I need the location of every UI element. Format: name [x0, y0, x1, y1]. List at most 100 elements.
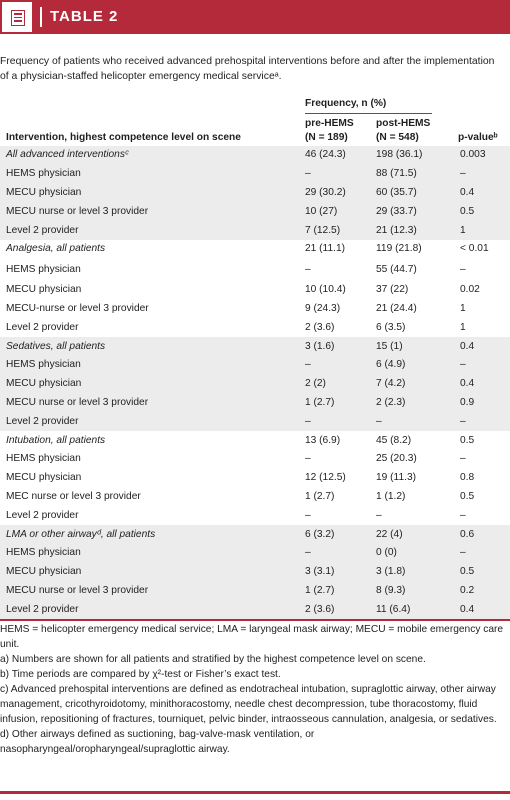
pre-hems-n: (N = 189) — [305, 132, 348, 143]
row-label: Analgesia, all patients — [6, 243, 106, 255]
row-label: MEC nurse or level 3 provider — [6, 490, 141, 502]
row-label: Intubation, all patients — [6, 434, 106, 446]
p-value: – — [460, 415, 466, 427]
pre-hems-value: – — [305, 168, 311, 180]
pre-hems-value: – — [305, 263, 311, 275]
table-row: MEC nurse or level 3 provider 1 (2.7) 1 (1… — [0, 488, 510, 507]
row-label: All advanced interventionsᶜ — [6, 149, 129, 161]
table-row: MECU physician 2 (2) 7 (4.2) 0.4 — [0, 374, 510, 394]
post-hems-value: 6 (4.9) — [376, 359, 406, 371]
header-divider — [40, 7, 42, 27]
row-label: MECU physician — [6, 472, 82, 484]
p-value: 0.8 — [460, 472, 475, 484]
post-hems-value: 22 (4) — [376, 528, 403, 540]
pre-hems-value: 2 (3.6) — [305, 321, 335, 333]
table-row: Sedatives, all patients 3 (1.6) 15 (1) 0.4 — [0, 337, 510, 356]
row-label: LMA or other airwayᵈ, all patients — [6, 528, 156, 540]
post-hems-value: 21 (24.4) — [376, 302, 417, 314]
pre-hems-value: – — [305, 359, 311, 371]
post-hems-value: 8 (9.3) — [376, 584, 406, 596]
pre-hems-value: – — [305, 547, 311, 559]
frequency-group-header: Frequency, n (%) — [305, 98, 387, 109]
row-label: Sedatives, all patients — [6, 340, 106, 352]
post-hems-value: 37 (22) — [376, 284, 409, 296]
pre-hems-value: 46 (24.3) — [305, 149, 346, 161]
p-value: 0.2 — [460, 584, 475, 596]
post-hems-value: 7 (4.2) — [376, 378, 406, 390]
p-value: – — [460, 263, 466, 275]
row-label: MECU physician — [6, 566, 82, 578]
pre-hems-value: – — [305, 415, 311, 427]
p-value: – — [460, 453, 466, 465]
pre-hems-value: 21 (11.1) — [305, 243, 346, 255]
post-hems-value: 0 (0) — [376, 547, 397, 559]
column-header-intervention: Intervention, highest competence level o… — [6, 132, 241, 143]
post-hems-value: 21 (12.3) — [376, 224, 417, 236]
p-value: – — [460, 547, 466, 559]
table-caption: Frequency of patients who received advan… — [0, 56, 495, 82]
pre-hems-value: 29 (30.2) — [305, 186, 346, 198]
p-value: 1 — [460, 321, 466, 333]
pre-hems-value: 1 (2.7) — [305, 584, 335, 596]
row-label: MECU nurse or level 3 provider — [6, 584, 149, 596]
p-value: 0.4 — [460, 378, 475, 390]
post-hems-value: 60 (35.7) — [376, 186, 417, 198]
footnote: d) Other airways defined as suctioning, … — [0, 729, 315, 755]
page-bottom-rule — [0, 791, 510, 794]
row-label: MECU physician — [6, 186, 82, 198]
pre-hems-value: – — [305, 453, 311, 465]
table-row: HEMS physician – 25 (20.3) – — [0, 450, 510, 469]
row-label: MECU nurse or level 3 provider — [6, 396, 149, 408]
pre-hems-label: pre-HEMS — [305, 118, 354, 129]
post-hems-value: 3 (1.8) — [376, 566, 406, 578]
table-row: Level 2 provider 2 (3.6) 6 (3.5) 1 — [0, 318, 510, 337]
footnote: b) Time periods are compared by χ²-test … — [0, 669, 281, 680]
p-value: 0.003 — [460, 149, 486, 161]
frequency-group-rule — [305, 113, 432, 114]
p-value: 0.4 — [460, 603, 475, 615]
post-hems-value: 6 (3.5) — [376, 321, 406, 333]
post-hems-value: 119 (21.8) — [376, 243, 422, 255]
pre-hems-value: 2 (3.6) — [305, 603, 335, 615]
row-label: HEMS physician — [6, 359, 81, 371]
footnote: a) Numbers are shown for all patients an… — [0, 654, 426, 665]
table-row: MECU physician 12 (12.5) 19 (11.3) 0.8 — [0, 469, 510, 488]
post-hems-value: – — [376, 509, 382, 521]
p-value: 1 — [460, 224, 466, 236]
p-value: < 0.01 — [460, 243, 489, 255]
table-row: Level 2 provider – – – — [0, 412, 510, 432]
table-row: MECU nurse or level 3 provider 1 (2.7) 8 (… — [0, 581, 510, 601]
table-row: LMA or other airwayᵈ, all patients 6 (3.2… — [0, 525, 510, 544]
column-header-pre-hems: pre-HEMS (N = 189) — [305, 117, 354, 145]
column-header-post-hems: post-HEMS (N = 548) — [376, 117, 430, 145]
pre-hems-value: 13 (6.9) — [305, 434, 341, 446]
footnote: c) Advanced prehospital interventions ar… — [0, 684, 497, 725]
table-row: HEMS physician – 55 (44.7) – — [0, 259, 510, 281]
table-bottom-rule — [0, 619, 510, 621]
table-row: MECU physician 29 (30.2) 60 (35.7) 0.4 — [0, 183, 510, 203]
row-label: Level 2 provider — [6, 224, 79, 236]
table-header-bar: TABLE 2 — [0, 0, 510, 34]
row-label: Level 2 provider — [6, 509, 79, 521]
row-label: MECU nurse or level 3 provider — [6, 205, 149, 217]
table-row: Level 2 provider 7 (12.5) 21 (12.3) 1 — [0, 221, 510, 240]
post-hems-value: – — [376, 415, 382, 427]
pre-hems-value: 3 (3.1) — [305, 566, 335, 578]
p-value: 0.4 — [460, 186, 475, 198]
column-header-p-value: p-valueᵇ — [458, 132, 498, 143]
table-row: MECU physician 10 (10.4) 37 (22) 0.02 — [0, 281, 510, 300]
row-label: HEMS physician — [6, 453, 81, 465]
row-label: Level 2 provider — [6, 321, 79, 333]
table-row: Level 2 provider 2 (3.6) 11 (6.4) 0.4 — [0, 600, 510, 620]
row-label: HEMS physician — [6, 547, 81, 559]
table-row: MECU nurse or level 3 provider 1 (2.7) 2 (… — [0, 393, 510, 413]
post-hems-value: 25 (20.3) — [376, 453, 417, 465]
p-value: – — [460, 168, 466, 180]
row-label: MECU-nurse or level 3 provider — [6, 302, 149, 314]
post-hems-value: 19 (11.3) — [376, 472, 417, 484]
row-label: HEMS physician — [6, 168, 81, 180]
p-value: 0.5 — [460, 566, 475, 578]
pre-hems-value: 3 (1.6) — [305, 340, 335, 352]
pre-hems-value: 7 (12.5) — [305, 224, 341, 236]
post-hems-label: post-HEMS — [376, 118, 431, 129]
